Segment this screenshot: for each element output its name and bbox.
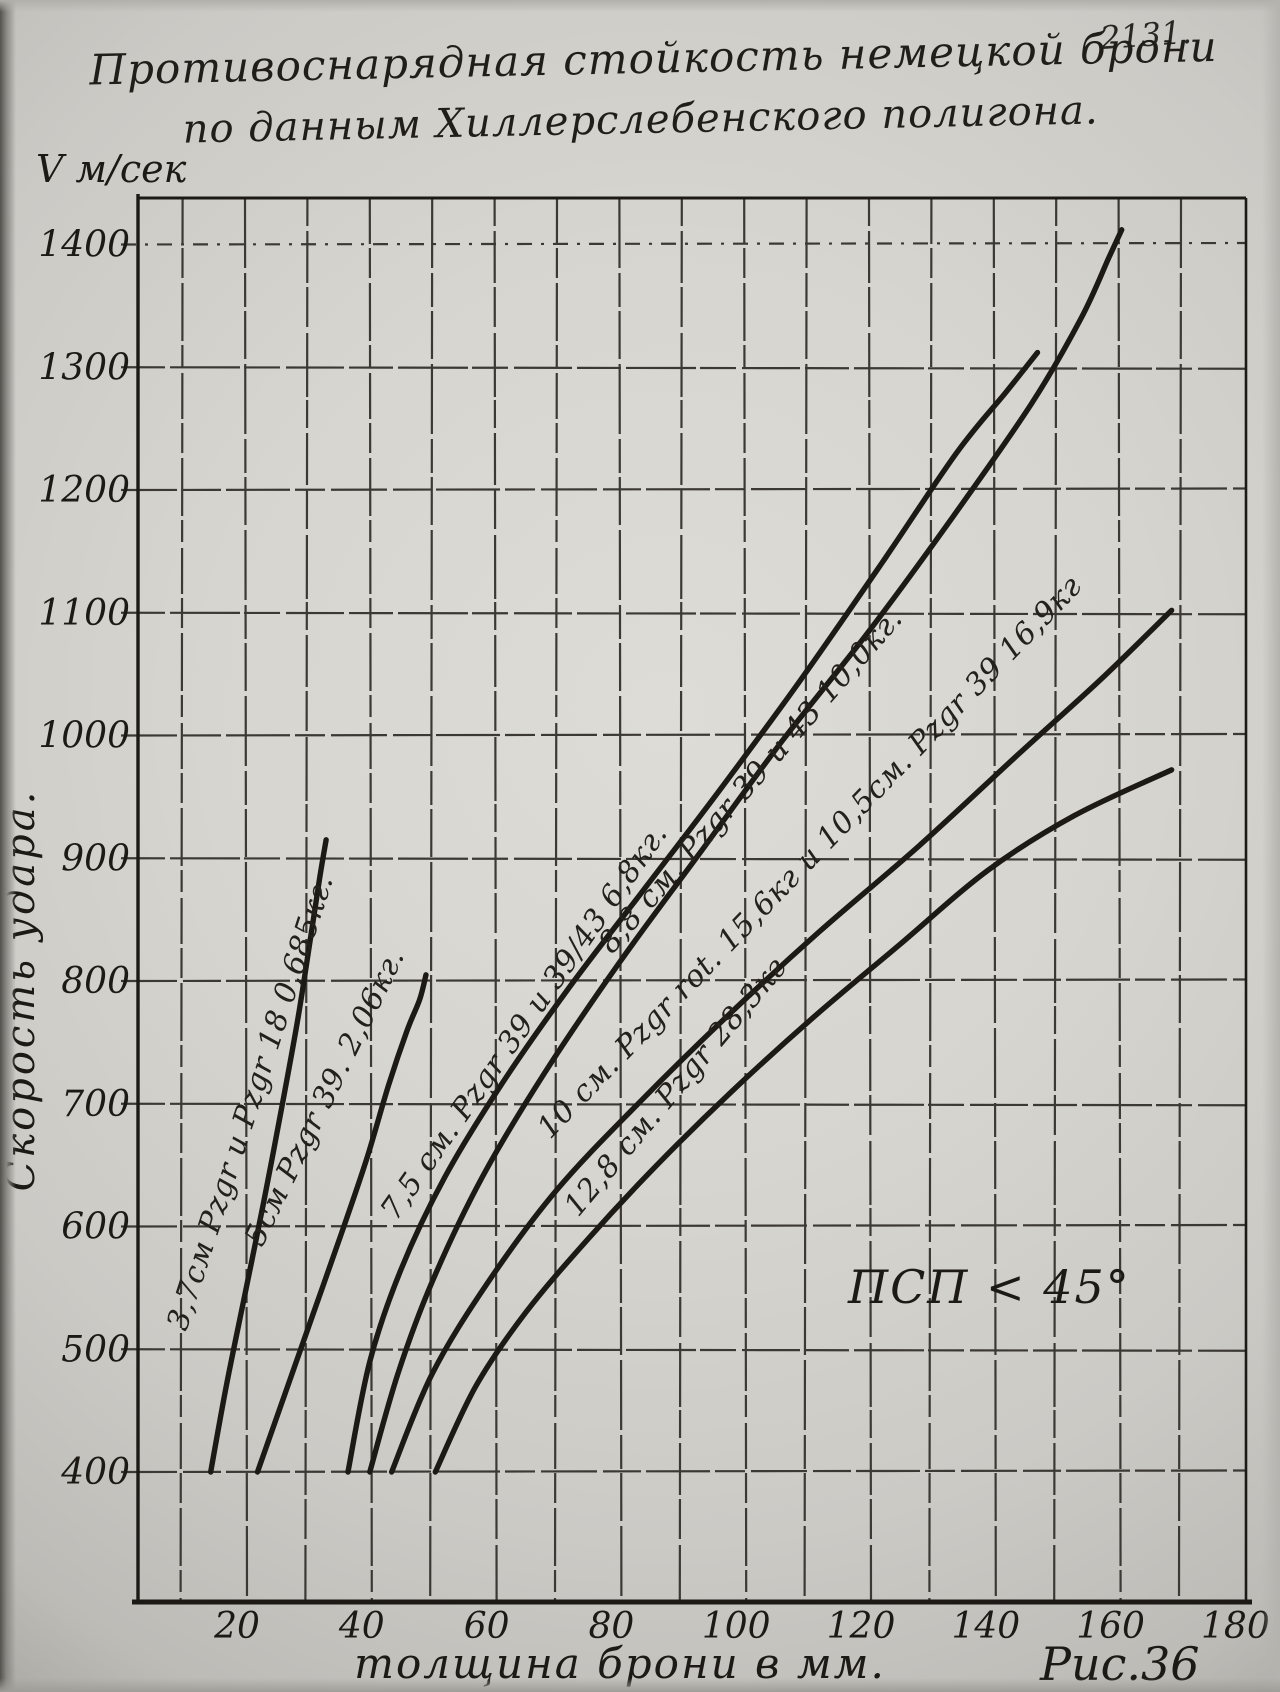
y-tick-label: 700 <box>61 1084 130 1125</box>
x-tick-label: 20 <box>213 1606 260 1647</box>
x-tick-label: 180 <box>1201 1606 1270 1647</box>
y-tick-label: 1100 <box>38 593 130 634</box>
photo-edge-right <box>1262 0 1280 1692</box>
gridline-vertical <box>1177 197 1183 1603</box>
gridline-horizontal <box>120 1223 1247 1228</box>
gridline-vertical <box>992 197 997 1603</box>
data-curve <box>367 227 1125 1475</box>
y-tick-label: 500 <box>61 1329 130 1370</box>
gridline-horizontal <box>120 1348 1247 1352</box>
gridline-horizontal <box>120 1102 1247 1107</box>
y-axis-unit: V м/сек <box>36 147 187 191</box>
gridline-vertical <box>678 197 683 1603</box>
gridline-vertical <box>368 197 373 1603</box>
y-tick-label: 800 <box>61 961 130 1002</box>
photo-edge-left <box>0 0 16 1692</box>
y-tick-label: 900 <box>61 838 130 879</box>
chart-title: Противоснарядная стойкость немецкой брон… <box>89 22 1218 154</box>
x-tick-label: 40 <box>338 1606 385 1647</box>
gridline-vertical <box>618 197 623 1603</box>
y-tick-label: 1000 <box>38 716 130 757</box>
angle-annotation: ПСП < 45° <box>847 1260 1131 1314</box>
data-curve <box>432 767 1175 1475</box>
gridline-vertical <box>553 197 559 1603</box>
y-tick-label: 600 <box>61 1207 130 1248</box>
gridline-horizontal <box>120 487 1247 492</box>
gridline-vertical <box>304 197 309 1603</box>
x-tick-label: 120 <box>827 1606 896 1647</box>
y-tick-label: 1300 <box>38 347 130 388</box>
data-curve <box>254 972 429 1475</box>
gridline-vertical <box>928 197 933 1603</box>
photo-edge-bottom <box>0 1678 1280 1692</box>
gridline-horizontal <box>120 241 1247 246</box>
y-tick-label: 1200 <box>38 470 130 511</box>
gridline-vertical <box>1053 197 1058 1603</box>
x-tick-label: 60 <box>464 1606 510 1647</box>
data-curve <box>388 607 1175 1475</box>
gridline-horizontal <box>120 1469 1247 1474</box>
gridline-vertical <box>803 197 808 1603</box>
gridline-horizontal <box>120 611 1247 616</box>
gridline-vertical <box>743 197 748 1603</box>
data-curve <box>345 349 1041 1475</box>
gridline-vertical <box>243 197 249 1603</box>
gridline-vertical <box>493 197 498 1603</box>
gridline-horizontal <box>120 857 1247 861</box>
gridline-vertical <box>179 197 184 1603</box>
photo-edge-top <box>0 0 1280 12</box>
gridline-vertical <box>429 197 434 1603</box>
x-tick-label: 80 <box>588 1606 634 1647</box>
y-tick-label: 1400 <box>38 225 130 266</box>
gridline-horizontal <box>120 366 1247 370</box>
gridline-horizontal <box>120 732 1247 737</box>
y-tick-label: 400 <box>60 1452 130 1493</box>
x-tick-label: 100 <box>702 1606 771 1647</box>
gridline-horizontal <box>120 978 1247 983</box>
x-tick-label: 160 <box>1076 1606 1145 1647</box>
gridline-vertical <box>1117 197 1122 1603</box>
gridline-vertical <box>867 197 873 1603</box>
x-tick-label: 140 <box>951 1606 1020 1647</box>
data-curve <box>207 837 329 1475</box>
